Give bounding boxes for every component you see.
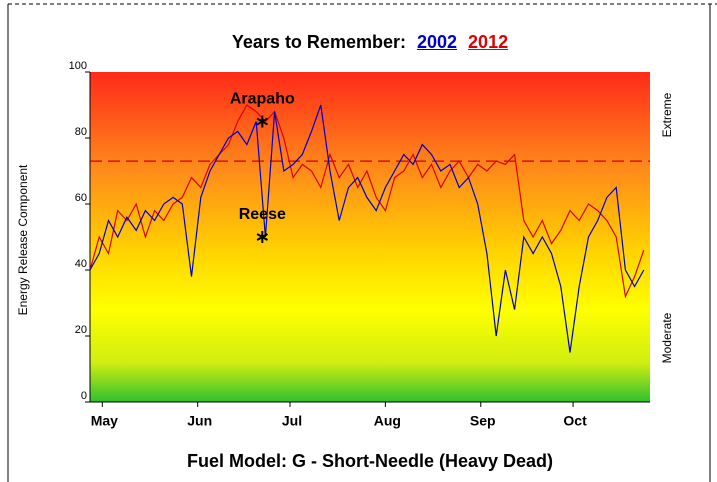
annotation-marker xyxy=(256,231,269,243)
y-tick-label: 0 xyxy=(81,390,87,402)
title: Years to Remember: 2002 2012 xyxy=(0,32,717,53)
x-tick-label: May xyxy=(91,413,118,429)
series-line xyxy=(89,104,645,353)
annotation-label: Reese xyxy=(239,206,286,223)
annotation-marker xyxy=(256,115,269,128)
legend-entry: 2012 xyxy=(468,32,509,52)
y-tick-label: 20 xyxy=(75,324,87,336)
x-tick-label: Aug xyxy=(374,413,401,429)
series-line xyxy=(89,104,645,299)
x-axis-label: Fuel Model: G - Short-Needle (Heavy Dead… xyxy=(187,451,553,471)
right-label: Extreme xyxy=(660,92,674,137)
plot-background xyxy=(90,72,650,402)
x-tick-label: Jul xyxy=(282,413,302,429)
annotation-label: Arapaho xyxy=(230,91,295,108)
x-tick-label: Jun xyxy=(187,413,212,429)
y-axis-label: Energy Release Component xyxy=(16,164,30,315)
y-tick-label: 80 xyxy=(75,126,87,138)
right-label: Moderate xyxy=(660,312,674,363)
y-tick-label: 60 xyxy=(75,192,87,204)
legend-entry: 2002 xyxy=(416,32,458,52)
y-tick-label: 40 xyxy=(75,258,87,270)
x-tick-label: Oct xyxy=(563,413,587,429)
x-tick-label: Sep xyxy=(470,413,496,429)
y-tick-label: 100 xyxy=(69,60,87,72)
chart-title: Years to Remember: xyxy=(231,32,406,52)
